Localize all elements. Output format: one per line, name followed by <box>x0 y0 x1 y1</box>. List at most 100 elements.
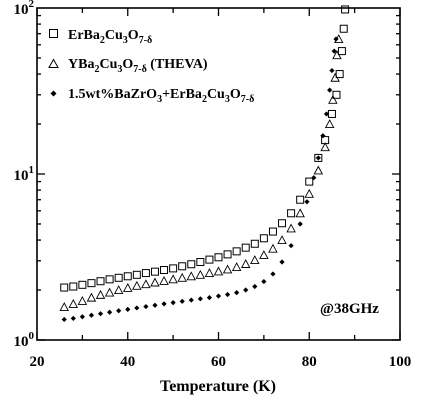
y-tick-base: 10 <box>14 168 29 184</box>
data-point-square <box>241 243 250 252</box>
data-point-triangle <box>313 165 324 175</box>
data-point-square <box>214 253 223 262</box>
data-point-diamond <box>188 297 194 303</box>
data-point-triangle <box>332 50 342 60</box>
y-tick-exponent: 0 <box>29 330 35 342</box>
data-point-square <box>268 227 277 236</box>
data-point-diamond <box>134 305 140 311</box>
data-point-square <box>287 209 296 218</box>
data-point-square <box>341 5 350 14</box>
data-point-triangle <box>186 271 197 281</box>
y-tick-exponent: 2 <box>29 0 35 10</box>
data-point-diamond <box>152 302 158 308</box>
data-point-diamond <box>323 111 330 117</box>
data-point-triangle <box>240 259 251 268</box>
data-point-diamond <box>279 259 285 265</box>
data-point-diamond <box>61 316 67 323</box>
x-axis-label: Temperature (K) <box>160 378 276 395</box>
data-point-square <box>132 270 141 279</box>
data-point-diamond <box>116 308 122 314</box>
data-point-diamond <box>320 133 326 139</box>
data-point-diamond <box>234 289 240 296</box>
legend-marker-triangle <box>48 58 59 68</box>
data-point-square <box>335 70 344 79</box>
data-point-diamond <box>170 299 176 306</box>
x-tick-label: 60 <box>211 354 226 370</box>
y-tick-label: 101 <box>14 164 35 184</box>
axis-ticks <box>36 8 401 341</box>
data-point-triangle <box>268 243 278 253</box>
data-point-diamond <box>333 36 339 42</box>
legend-entry: YBa2Cu3O7-δ (THEVA) <box>68 57 208 75</box>
data-point-square <box>250 239 259 248</box>
data-point-square <box>160 266 169 275</box>
data-point-diamond <box>179 298 185 304</box>
data-point-square <box>105 275 114 284</box>
data-point-triangle <box>328 94 338 104</box>
data-point-diamond <box>304 199 310 205</box>
data-point-triangle <box>150 277 160 287</box>
data-point-triangle <box>324 119 335 128</box>
data-point-triangle <box>195 269 206 279</box>
data-point-diamond <box>206 295 213 301</box>
data-point-triangle <box>222 264 233 274</box>
data-point-square <box>332 90 341 99</box>
data-point-triangle <box>132 280 142 290</box>
data-point-triangle <box>168 274 178 284</box>
data-point-triangle <box>213 266 224 276</box>
data-point-square <box>314 153 323 162</box>
data-point-diamond <box>215 293 222 299</box>
y-tick-label: 100 <box>14 330 35 350</box>
data-point-triangle <box>159 275 169 285</box>
x-tick-label: 20 <box>30 354 45 370</box>
data-point-square <box>223 250 232 259</box>
data-point-diamond <box>311 175 317 181</box>
data-point-triangle <box>304 188 314 198</box>
x-tick-label: 40 <box>120 354 135 370</box>
data-point-diamond <box>261 278 267 285</box>
data-point-diamond <box>88 312 95 318</box>
data-point-triangle <box>231 262 242 272</box>
data-point-triangle <box>277 235 287 245</box>
data-point-diamond <box>288 243 294 249</box>
data-point-square <box>337 47 346 56</box>
data-point-triangle <box>295 208 305 218</box>
x-tick-label: 100 <box>389 354 412 370</box>
data-point-square <box>169 264 178 273</box>
data-point-diamond <box>297 221 303 227</box>
data-point-square <box>150 267 159 276</box>
data-point-triangle <box>204 268 215 278</box>
data-point-square <box>60 283 69 292</box>
frequency-annotation: @38GHz <box>320 301 379 317</box>
data-point-diamond <box>243 287 249 293</box>
data-point-triangle <box>250 255 260 265</box>
data-point-triangle <box>95 289 106 299</box>
data-point-diamond <box>252 283 258 290</box>
data-point-square <box>96 277 105 286</box>
data-point-triangle <box>259 250 269 259</box>
data-point-square <box>187 260 196 269</box>
legend-entry: 1.5wt%BaZrO3+ErBa2Cu3O7-δ <box>68 87 254 105</box>
data-point-square <box>114 273 123 282</box>
data-point-diamond <box>143 303 149 310</box>
legend: ErBa2Cu3O7-δ YBa2Cu3O7-δ (THEVA) 1.5wt%B… <box>48 28 254 105</box>
data-point-triangle <box>123 282 133 292</box>
data-point-diamond <box>79 314 85 320</box>
data-point-square <box>69 282 78 291</box>
data-point-triangle <box>177 272 187 282</box>
data-point-square <box>123 272 132 281</box>
data-point-square <box>259 234 268 243</box>
data-point-diamond <box>125 306 131 312</box>
data-point-triangle <box>77 295 88 305</box>
data-point-triangle <box>330 72 340 82</box>
legend-entry: ErBa2Cu3O7-δ <box>68 28 152 46</box>
data-point-diamond <box>315 155 321 161</box>
y-tick-exponent: 1 <box>29 164 35 176</box>
data-point-square <box>78 280 87 289</box>
data-point-square <box>296 195 305 204</box>
data-point-diamond <box>270 271 276 277</box>
data-point-square <box>178 262 187 271</box>
data-point-square <box>87 279 96 288</box>
data-point-diamond <box>329 67 335 74</box>
data-point-diamond <box>97 311 104 317</box>
